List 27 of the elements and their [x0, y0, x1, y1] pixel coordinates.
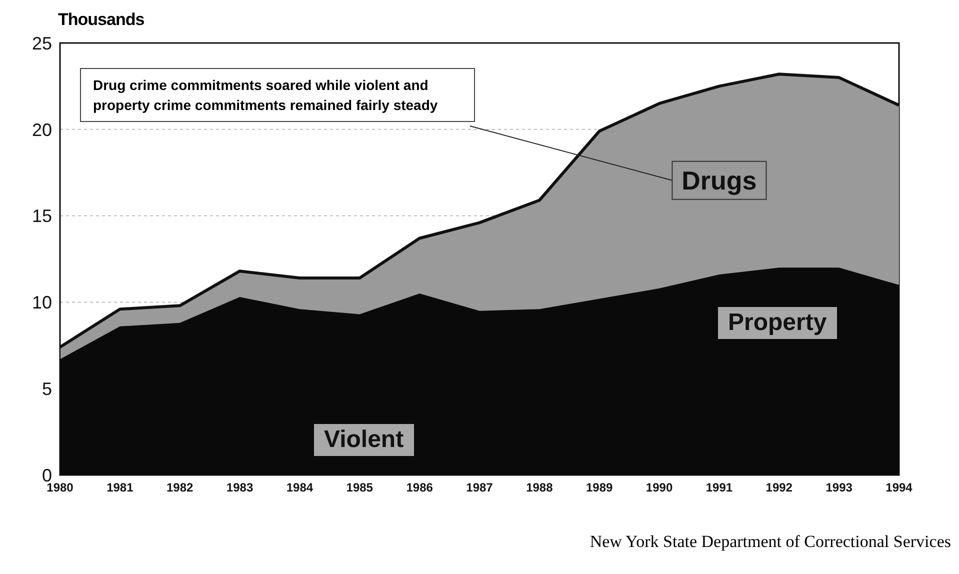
- y-tick-label: 10: [32, 292, 52, 313]
- annotation: Property: [718, 307, 837, 339]
- x-tick-label: 1983: [226, 480, 254, 495]
- y-tick-label: 5: [42, 378, 52, 399]
- label-box: Drugs: [470, 126, 767, 200]
- x-tick-label: 1992: [766, 480, 793, 495]
- x-tick-label: 1980: [46, 480, 74, 495]
- x-tick-label: 1981: [106, 480, 134, 495]
- x-tick-label: 1982: [166, 480, 194, 495]
- annotation: Drug crime commitments soared while violent and property crime commitments remained fairly steady: [80, 68, 475, 122]
- x-tick-label: 1987: [466, 480, 494, 495]
- x-tick-label: 1986: [406, 480, 434, 495]
- x-tick-label: 1989: [586, 480, 614, 495]
- x-tick-label: 1990: [646, 480, 673, 495]
- x-tick-label: 1985: [346, 480, 374, 495]
- annotation: Violent: [314, 424, 414, 456]
- series-label: Drugs: [682, 165, 757, 196]
- x-tick-label: 1988: [526, 480, 554, 495]
- y-tick-label: 25: [32, 33, 52, 54]
- y-axis-title: Thousands: [58, 10, 144, 30]
- x-tick-label: 1994: [886, 480, 913, 495]
- x-tick-label: 1993: [826, 480, 853, 495]
- x-tick-label: 1984: [286, 480, 314, 495]
- y-tick-label: 15: [32, 206, 52, 226]
- text: New York State Department of Correctional Services: [590, 532, 951, 552]
- x-tick-label: 1991: [706, 480, 733, 495]
- y-tick-label: 20: [32, 120, 52, 140]
